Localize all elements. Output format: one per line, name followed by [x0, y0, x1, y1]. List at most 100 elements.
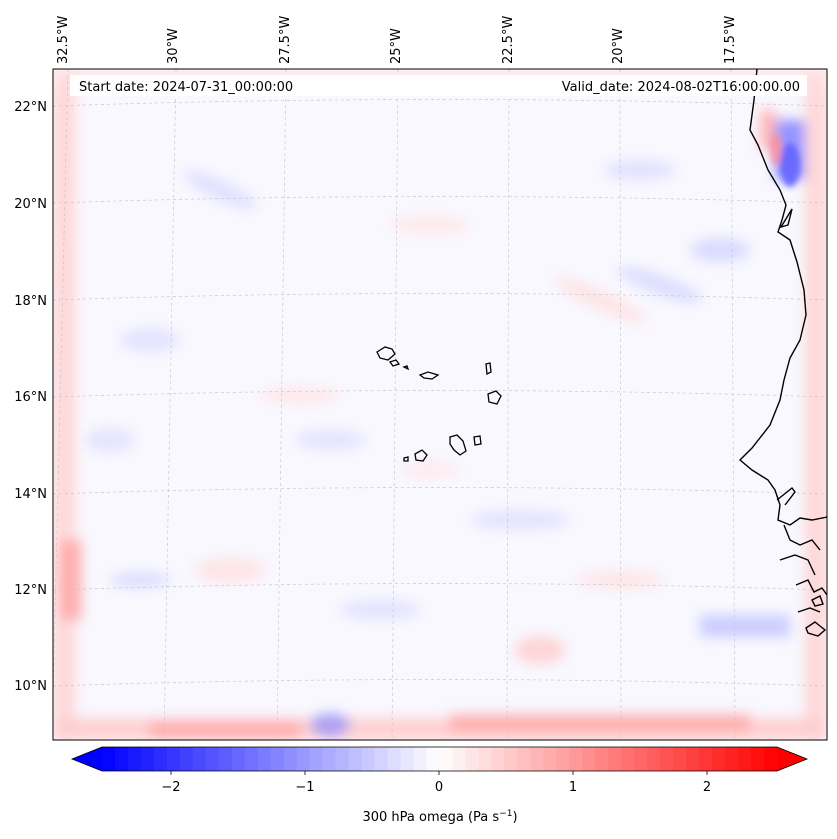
colorbar-tick-label: −1 — [295, 780, 314, 795]
colorbar-step — [582, 747, 596, 771]
lat-tick-label: 18°N — [14, 294, 47, 309]
island-santa-luzia — [402, 365, 410, 371]
colorbar-label-exp: −1 — [499, 809, 512, 819]
colorbar-step — [543, 747, 557, 771]
colorbar-step — [478, 747, 493, 771]
colorbar-tick-label: 2 — [703, 780, 711, 795]
colorbar-label-close: ) — [512, 810, 517, 825]
colorbar-step — [647, 747, 661, 771]
colorbar-step — [426, 747, 441, 771]
start-date-label: Start date: 2024-07-31_00:00:00 — [79, 80, 293, 95]
colorbar-extend-min — [72, 747, 102, 771]
colorbar-ticks — [170, 771, 708, 775]
colorbar-step — [673, 747, 687, 771]
lon-tick-label: 22.5°W — [501, 16, 516, 64]
africa-coastline — [738, 69, 827, 637]
lon-tick-labels: 32.5°W 30°W 27.5°W 25°W 22.5°W 20°W 17.5… — [56, 16, 738, 64]
colorbar-step — [322, 747, 337, 771]
lat-tick-label: 22°N — [14, 100, 47, 115]
colorbar-step — [751, 747, 765, 771]
colorbar-step — [374, 747, 389, 771]
colorbar-step — [283, 747, 298, 771]
colorbar-step — [712, 747, 726, 771]
colorbar-step — [114, 747, 129, 771]
map-frame — [52, 68, 828, 741]
colorbar-step — [387, 747, 402, 771]
colorbar-step — [517, 747, 531, 771]
colorbar-step — [257, 747, 272, 771]
colorbar-step — [530, 747, 544, 771]
lon-tick-label: 32.5°W — [56, 16, 71, 64]
lat-tick-label: 16°N — [14, 390, 47, 405]
valid-date-label: Valid_date: 2024-08-02T16:00:00.00 — [562, 80, 800, 95]
lon-tick-label: 27.5°W — [278, 16, 293, 64]
map-background — [53, 69, 827, 740]
colorbar-step — [439, 747, 454, 771]
colorbar: −2 −1 0 1 2 300 hPa omega (Pa s−1) — [70, 746, 809, 825]
colorbar-outline — [70, 746, 809, 772]
island-sao-vicente — [388, 359, 401, 367]
colorbar-step — [465, 747, 480, 771]
colorbar-tick-label: −2 — [161, 780, 180, 795]
colorbar-step — [413, 747, 428, 771]
colorbar-step — [660, 747, 674, 771]
colorbar-label-main: 300 hPa omega (Pa s — [362, 810, 499, 825]
colorbar-label: 300 hPa omega (Pa s−1) — [362, 809, 517, 825]
colorbar-step — [361, 747, 376, 771]
lat-tick-label: 14°N — [14, 487, 47, 502]
colorbar-step — [595, 747, 609, 771]
lat-tick-labels: 22°N 20°N 18°N 16°N 14°N 12°N 10°N — [14, 100, 47, 694]
colorbar-step — [452, 747, 467, 771]
colorbar-step — [699, 747, 713, 771]
colorbar-step — [335, 747, 350, 771]
colorbar-step — [621, 747, 635, 771]
colorbar-step — [192, 747, 207, 771]
cape-verde-islands — [376, 346, 502, 462]
colorbar-step — [491, 747, 505, 771]
colorbar-tick-label: 1 — [569, 780, 577, 795]
header-strip — [70, 75, 807, 96]
colorbar-step — [348, 747, 363, 771]
lat-tick-label: 12°N — [14, 583, 47, 598]
colorbar-step — [725, 747, 739, 771]
colorbar-step — [569, 747, 583, 771]
colorbar-step — [608, 747, 622, 771]
island-santo-antao — [376, 346, 396, 361]
colorbar-steps — [72, 747, 807, 771]
island-santiago — [449, 434, 467, 456]
colorbar-step — [166, 747, 181, 771]
map-panel — [53, 69, 827, 740]
colorbar-step — [231, 747, 246, 771]
lon-tick-label: 17.5°W — [723, 16, 738, 64]
colorbar-step — [140, 747, 155, 771]
colorbar-step — [400, 747, 415, 771]
colorbar-step — [205, 747, 220, 771]
colorbar-step — [296, 747, 311, 771]
lon-tick-label: 20°W — [611, 28, 626, 64]
island-maio — [473, 435, 482, 446]
colorbar-step — [244, 747, 259, 771]
lon-tick-label: 30°W — [166, 28, 181, 64]
colorbar-step — [556, 747, 570, 771]
island-fogo — [414, 449, 428, 462]
lat-tick-label: 10°N — [14, 679, 47, 694]
island-sal — [485, 362, 492, 376]
colorbar-step — [764, 747, 778, 771]
island-boa-vista — [487, 390, 502, 405]
colorbar-step — [686, 747, 700, 771]
colorbar-step — [270, 747, 285, 771]
lon-tick-label: 25°W — [389, 28, 404, 64]
lat-tick-label: 20°N — [14, 197, 47, 212]
colorbar-step — [127, 747, 142, 771]
colorbar-step — [153, 747, 168, 771]
island-sao-nicolau — [418, 371, 440, 380]
colorbar-step — [738, 747, 752, 771]
colorbar-step — [102, 747, 116, 771]
colorbar-extend-max — [777, 747, 807, 771]
colorbar-step — [504, 747, 518, 771]
colorbar-step — [309, 747, 324, 771]
island-brava — [403, 456, 409, 462]
colorbar-step — [179, 747, 194, 771]
colorbar-step — [634, 747, 648, 771]
